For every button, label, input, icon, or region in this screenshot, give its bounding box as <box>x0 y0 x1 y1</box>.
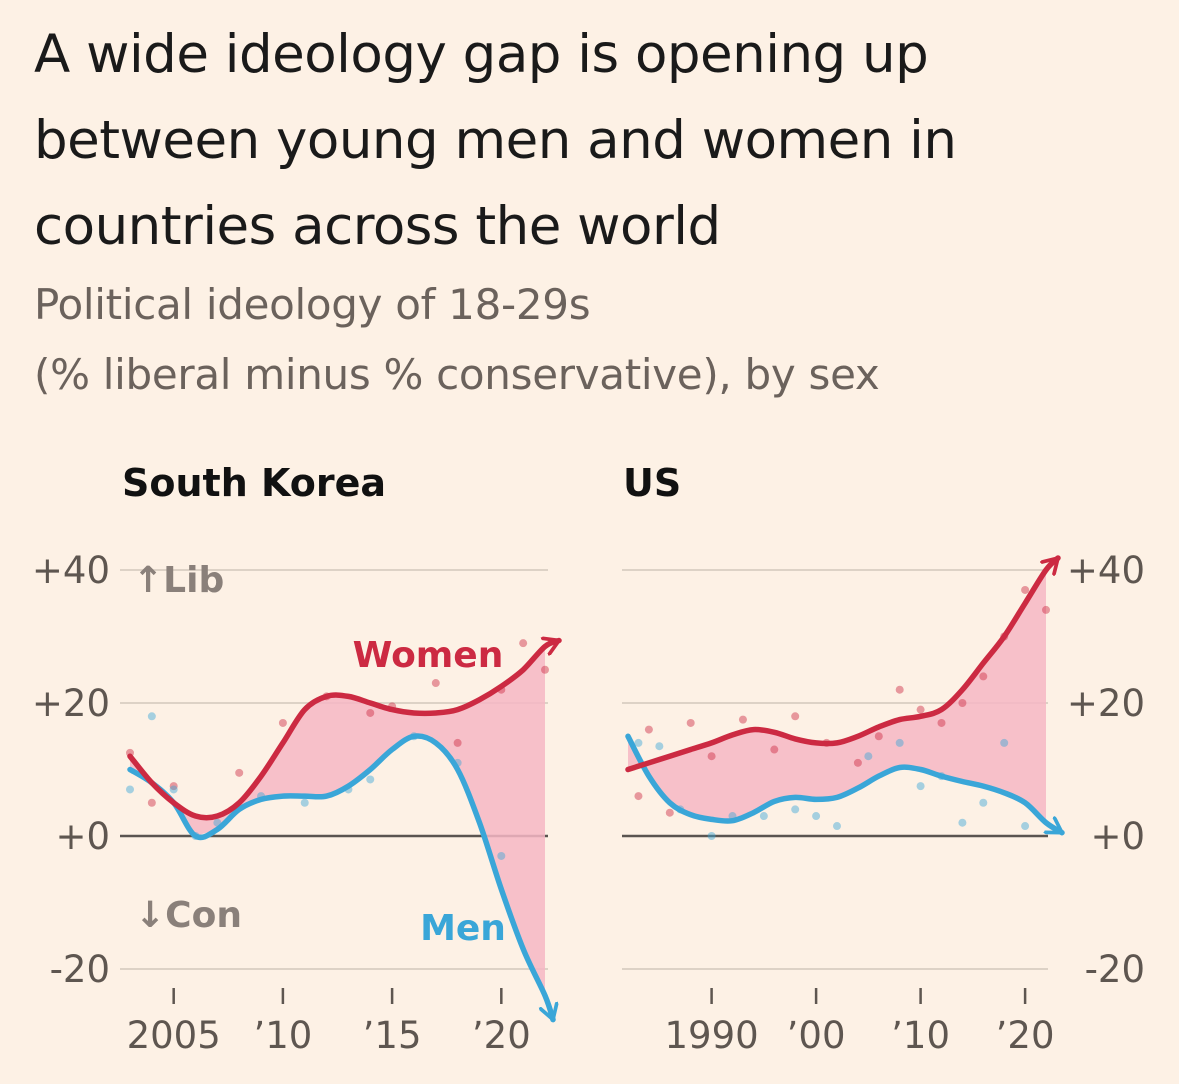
x-tick-label: ’15 <box>363 1014 422 1057</box>
women-data-point <box>1042 605 1050 614</box>
y-tick-label: +20 <box>32 682 110 725</box>
women-data-point <box>958 699 967 707</box>
panel-south-korea: South Korea +40 +20 +0 -20 2005 ’10 ’15 ’20 ↑Lib ↓… <box>32 461 562 1057</box>
men-data-point <box>958 818 967 827</box>
chart-subtitle: Political ideology of 18-29s (% liberal … <box>34 270 1144 410</box>
men-data-point <box>1000 738 1009 747</box>
women-data-point <box>853 758 862 767</box>
liberal-annotation: ↑Lib <box>133 560 224 601</box>
women-data-point <box>916 705 925 714</box>
women-data-point <box>874 732 883 741</box>
women-data-point <box>770 745 779 754</box>
women-data-point <box>895 685 904 694</box>
women-data-point <box>235 768 244 777</box>
men-data-point <box>1021 822 1030 831</box>
women-data-point <box>644 725 653 734</box>
women-data-point <box>519 639 528 648</box>
women-series-label: Women <box>353 635 504 676</box>
men-data-point <box>895 738 904 747</box>
women-data-point <box>665 808 674 817</box>
men-data-point <box>812 812 821 821</box>
women-data-point <box>169 782 178 791</box>
men-data-point <box>126 785 134 794</box>
women-data-point <box>738 715 747 724</box>
women-line <box>625 555 1061 773</box>
women-data-point <box>686 718 695 727</box>
gap-area <box>130 646 545 996</box>
women-data-point <box>707 752 716 761</box>
y-tick-label: +20 <box>1067 682 1145 725</box>
women-data-point <box>366 708 375 717</box>
panel-title: US <box>623 461 681 505</box>
men-series-label: Men <box>420 908 506 949</box>
subtitle-line-1: Political ideology of 18-29s <box>34 280 591 329</box>
subtitle-line-2: (% liberal minus % conservative), by sex <box>34 350 880 399</box>
women-data-point <box>541 665 549 674</box>
men-data-point <box>655 742 664 751</box>
conservative-annotation: ↓Con <box>135 895 242 936</box>
men-data-point <box>169 785 178 794</box>
panel-us: US +40 +20 +0 -20 1990 ’00 ’10 ’20 <box>622 461 1145 1057</box>
men-data-point <box>366 775 375 784</box>
y-tick-label: -20 <box>1085 948 1145 991</box>
men-data-point <box>833 822 841 831</box>
women-data-point <box>791 712 800 721</box>
men-data-point <box>497 851 506 860</box>
women-data-point <box>453 738 462 747</box>
y-tick-label: +40 <box>1067 549 1145 592</box>
x-tick-label: ’20 <box>472 1014 531 1057</box>
women-data-point <box>1021 585 1030 594</box>
y-tick-label: +40 <box>32 549 110 592</box>
men-data-point <box>979 798 988 807</box>
men-data-point <box>864 752 873 761</box>
women-data-point <box>278 718 287 727</box>
men-data-point <box>707 832 716 840</box>
men-data-point <box>759 812 768 821</box>
x-tick-label: 2005 <box>127 1014 221 1057</box>
y-tick-label: +0 <box>55 815 110 858</box>
men-line <box>625 733 1065 836</box>
chart-title: A wide ideology gap is opening up betwee… <box>34 24 957 257</box>
women-data-point <box>431 679 440 688</box>
women-data-point <box>979 672 988 681</box>
panel-title: South Korea <box>122 461 386 505</box>
x-tick-label: ’10 <box>253 1014 312 1057</box>
men-data-point <box>300 798 309 807</box>
x-tick-label: ’00 <box>787 1014 846 1057</box>
men-data-point <box>791 805 800 814</box>
women-data-point <box>634 792 643 801</box>
men-data-point <box>147 712 156 721</box>
men-data-point <box>916 782 925 791</box>
y-tick-label: +0 <box>1090 815 1145 858</box>
men-line <box>127 733 553 1023</box>
gap-area <box>628 570 1046 823</box>
x-tick-label: ’20 <box>996 1014 1055 1057</box>
x-tick-label: ’10 <box>891 1014 950 1057</box>
men-data-point <box>634 738 643 747</box>
women-line <box>127 641 562 821</box>
women-data-point <box>147 798 156 807</box>
women-data-point <box>937 718 946 727</box>
y-tick-label: -20 <box>50 948 110 991</box>
x-tick-label: 1990 <box>665 1014 759 1057</box>
